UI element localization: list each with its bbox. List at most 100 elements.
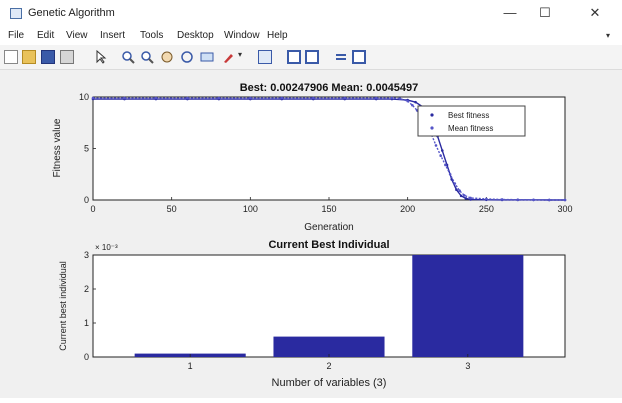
mean-fitness-point: [563, 198, 567, 202]
individual-y-label: Current best individual: [58, 261, 68, 351]
maximize-button[interactable]: ☐: [539, 5, 551, 20]
legend-best-marker: [430, 113, 434, 117]
mean-fitness-point: [439, 154, 443, 158]
rotate-3d-icon[interactable]: [180, 50, 194, 64]
mean-fitness-point: [249, 96, 252, 100]
mean-fitness-point: [469, 196, 472, 200]
mean-fitness-point: [311, 96, 315, 100]
menu-bar: File Edit View Insert Tools Desktop Wind…: [0, 27, 622, 45]
brush-icon[interactable]: [222, 50, 236, 64]
fitness-x-tick-label: 100: [243, 204, 258, 214]
mean-fitness-point: [280, 96, 284, 100]
legend-best-label: Best fitness: [448, 111, 489, 120]
mean-fitness-point: [532, 198, 535, 202]
fitness-legend[interactable]: Best fitness Mean fitness: [417, 105, 526, 137]
fitness-y-label: Fitness value: [52, 118, 63, 177]
show-plot-tools-icon[interactable]: [352, 50, 366, 64]
fitness-y-tick-label: 0: [84, 195, 89, 205]
individual-y-tick-label: 0: [84, 352, 89, 362]
mean-fitness-point: [91, 96, 95, 100]
individual-x-tick-label: 2: [326, 361, 331, 371]
fitness-x-tick-label: 250: [479, 204, 494, 214]
legend-mean-marker: [430, 126, 434, 130]
link-plot-icon[interactable]: [258, 50, 272, 64]
zoom-out-icon[interactable]: [140, 50, 154, 64]
close-button[interactable]: ✕: [589, 5, 601, 20]
fitness-x-label: Generation: [304, 222, 353, 233]
mean-fitness-point: [123, 96, 126, 100]
legend-box: [417, 105, 526, 137]
menu-edit[interactable]: Edit: [37, 30, 55, 41]
fitness-x-tick-label: 200: [400, 204, 415, 214]
mean-fitness-point: [406, 99, 409, 103]
fitness-chart-title: Best: 0.00247906 Mean: 0.0045497: [240, 82, 419, 94]
mean-fitness-point: [411, 103, 414, 107]
mean-fitness-point: [485, 197, 488, 201]
menu-insert[interactable]: Insert: [100, 30, 126, 41]
individual-y-tick-label: 1: [84, 318, 89, 328]
menu-window[interactable]: Window: [224, 30, 260, 41]
mean-fitness-point: [398, 97, 402, 100]
menu-help[interactable]: Help: [267, 30, 288, 41]
print-icon[interactable]: [60, 50, 74, 64]
mean-fitness-point: [453, 182, 457, 185]
data-cursor-icon[interactable]: [200, 50, 214, 64]
mean-fitness-point: [374, 96, 378, 100]
window-title: Genetic Algorithm: [28, 7, 115, 19]
pan-icon[interactable]: [160, 50, 174, 64]
mean-fitness-point: [154, 96, 158, 100]
app-icon: [10, 8, 22, 19]
mean-fitness-point: [516, 198, 520, 201]
mean-fitness-point: [444, 163, 447, 167]
fitness-y-tick-label: 5: [84, 144, 89, 154]
mean-fitness-point: [448, 172, 452, 176]
minimize-button[interactable]: —: [503, 5, 517, 20]
brush-dropdown-icon[interactable]: ▾: [238, 50, 243, 59]
individual-x-label: Number of variables (3): [272, 377, 387, 389]
save-icon[interactable]: [41, 50, 55, 64]
mean-fitness-point: [186, 96, 189, 100]
best-fitness-point: [459, 194, 463, 198]
individual-bar: [273, 336, 385, 357]
best-fitness-point: [414, 100, 417, 104]
fitness-x-tick-label: 150: [321, 204, 336, 214]
hide-plot-tools-icon[interactable]: [334, 50, 348, 64]
insert-colorbar-icon[interactable]: [287, 50, 301, 64]
individual-y-tick-label: 3: [84, 250, 89, 260]
fitness-x-tick-label: 50: [167, 204, 177, 214]
new-figure-icon[interactable]: [4, 50, 18, 64]
mean-fitness-point: [343, 96, 347, 100]
insert-legend-icon[interactable]: [305, 50, 319, 64]
mean-fitness-series: [93, 97, 565, 201]
title-bar: Genetic Algorithm — ☐ ✕: [0, 0, 622, 27]
mean-fitness-point: [390, 96, 394, 100]
menu-overflow-icon[interactable]: ▾: [605, 31, 610, 40]
mean-fitness-point: [434, 144, 438, 147]
figure-canvas: Best: 0.00247906 Mean: 0.0045497 Generat…: [52, 82, 573, 389]
edit-plot-arrow-icon[interactable]: [94, 49, 108, 64]
toolbar: ▾: [0, 45, 622, 70]
mean-fitness-point: [547, 198, 551, 202]
figure-area: Best: 0.00247906 Mean: 0.0045497 Generat…: [0, 70, 622, 398]
individual-bar: [412, 255, 524, 357]
individual-exponent-label: × 10⁻³: [95, 243, 118, 252]
menu-view[interactable]: View: [66, 30, 88, 41]
menu-desktop[interactable]: Desktop: [177, 30, 214, 41]
individual-chart-title: Current Best Individual: [268, 239, 389, 251]
menu-tools[interactable]: Tools: [140, 30, 164, 41]
mean-fitness-point: [217, 96, 221, 100]
fitness-x-tick-label: 0: [90, 204, 95, 214]
fitness-x-tick-label: 300: [557, 204, 572, 214]
legend-mean-label: Mean fitness: [448, 124, 493, 133]
mean-fitness-point: [458, 189, 461, 193]
individual-plot-content: 0 1 2 3 1 2 3: [84, 250, 524, 371]
open-file-icon[interactable]: [22, 50, 36, 64]
best-fitness-point: [464, 197, 468, 200]
individual-x-tick-label: 1: [188, 361, 193, 371]
individual-x-tick-label: 3: [465, 361, 470, 371]
individual-y-tick-label: 2: [84, 284, 89, 294]
best-fitness-point: [455, 188, 458, 191]
menu-file[interactable]: File: [8, 30, 25, 41]
fitness-y-tick-label: 10: [79, 92, 89, 102]
zoom-in-icon[interactable]: [121, 50, 135, 64]
